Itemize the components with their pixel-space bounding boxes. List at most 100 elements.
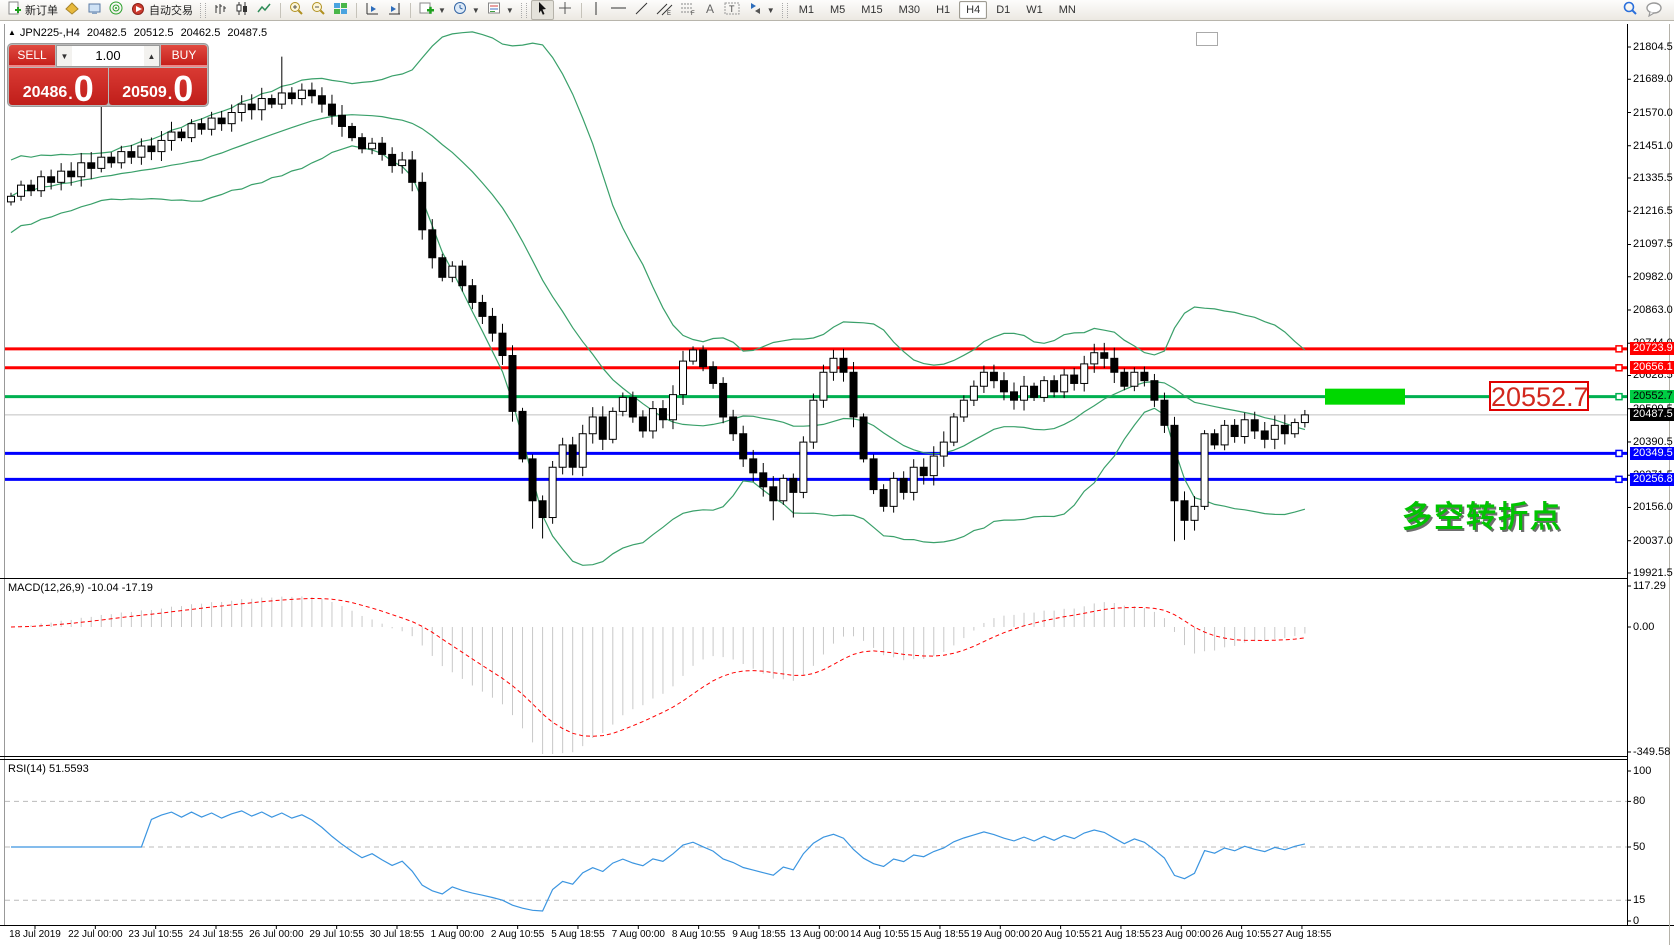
- time-axis-label[interactable]: 9 Aug 18:55: [732, 929, 786, 940]
- horizontal-line-button[interactable]: [607, 1, 630, 19]
- auto-scroll-button[interactable]: [384, 1, 405, 19]
- text-button[interactable]: A: [701, 1, 720, 19]
- line-handle[interactable]: [1615, 392, 1623, 401]
- timeframe-MN[interactable]: MN: [1058, 4, 1076, 16]
- text-label-button[interactable]: T: [721, 1, 744, 19]
- ohlc-open: 20482.5: [86, 27, 127, 39]
- sell-price[interactable]: 20486. 0: [9, 68, 108, 107]
- candlestick-chart-button[interactable]: [232, 1, 253, 19]
- periods-button[interactable]: ▼: [450, 1, 483, 19]
- sell-button[interactable]: SELL: [9, 45, 55, 67]
- time-axis-label[interactable]: 1 Aug 00:00: [430, 929, 484, 940]
- timeframe-W1[interactable]: W1: [1026, 4, 1043, 16]
- candle-body: [1100, 352, 1109, 359]
- add-indicator-button[interactable]: ▼: [416, 1, 449, 19]
- candle-body: [749, 458, 758, 474]
- price-tick: 21097.5: [1633, 238, 1673, 251]
- time-axis-label[interactable]: 14 Aug 10:55: [850, 929, 910, 940]
- profile-button[interactable]: [84, 1, 105, 19]
- turning-point-annotation[interactable]: 多空转折点: [1402, 501, 1562, 534]
- candle-body: [1180, 500, 1189, 521]
- highlight-rectangle[interactable]: [1325, 388, 1405, 405]
- crosshair-button[interactable]: [555, 1, 576, 19]
- zoom-in-button[interactable]: [286, 1, 307, 19]
- time-axis-label[interactable]: 18 Jul 2019: [9, 929, 61, 940]
- volume-decrease-button[interactable]: ▼: [57, 46, 72, 66]
- symbol-info-bar: ▲ JPN225-,H4 20482.5 20512.5 20462.5 2048…: [8, 27, 271, 39]
- templates-button[interactable]: ▼: [484, 1, 517, 19]
- time-axis-label[interactable]: 24 Jul 18:55: [188, 929, 244, 940]
- candle-body: [237, 103, 246, 114]
- toolbar-separator: [410, 2, 411, 18]
- volume-increase-button[interactable]: ▲: [144, 46, 159, 66]
- time-axis-label[interactable]: 23 Aug 00:00: [1151, 929, 1211, 940]
- candle-body: [1270, 424, 1279, 440]
- candle-body: [317, 95, 326, 105]
- candle-body: [37, 176, 46, 192]
- cursor-button[interactable]: [530, 0, 554, 20]
- line-handle[interactable]: [1615, 449, 1623, 458]
- timeframe-D1[interactable]: D1: [996, 4, 1011, 16]
- line-handle[interactable]: [1615, 364, 1623, 372]
- price-tick: 21570.0: [1633, 106, 1673, 119]
- time-axis-label[interactable]: 2 Aug 10:55: [490, 929, 545, 940]
- time-axis-label[interactable]: 26 Jul 00:00: [249, 929, 304, 940]
- line-chart-button[interactable]: [254, 1, 275, 19]
- volume-input[interactable]: 1.00: [72, 46, 144, 66]
- time-axis-label[interactable]: 21 Aug 18:55: [1091, 929, 1151, 940]
- timeframe-M15[interactable]: M15: [861, 4, 883, 16]
- time-axis-label[interactable]: 7 Aug 00:00: [611, 929, 665, 940]
- new-order-button[interactable]: 新订单: [4, 1, 61, 19]
- candle-body: [618, 396, 627, 412]
- arrows-button[interactable]: ▼: [745, 1, 778, 19]
- timeframe-H1[interactable]: H1: [936, 4, 951, 16]
- candle-body: [1010, 391, 1018, 401]
- timeframe-M30[interactable]: M30: [898, 4, 921, 16]
- vertical-line-button[interactable]: [587, 1, 606, 19]
- time-axis-label[interactable]: 15 Aug 18:55: [910, 929, 970, 940]
- buy-price[interactable]: 20509. 0: [108, 68, 207, 107]
- fibonacci-button[interactable]: F: [677, 1, 700, 19]
- search-button[interactable]: [1619, 1, 1641, 19]
- chart-shift-button[interactable]: [362, 1, 383, 19]
- time-axis-label[interactable]: 5 Aug 18:55: [551, 929, 605, 940]
- toolbar: 新订单 自动交易: [0, 0, 1674, 21]
- timeframe-M5[interactable]: M5: [829, 4, 846, 16]
- line-handle[interactable]: [1615, 475, 1623, 484]
- candlestick-chart-icon: [235, 1, 250, 19]
- bar-chart-button[interactable]: [210, 1, 231, 19]
- line-handle[interactable]: [1615, 345, 1623, 353]
- time-axis-label[interactable]: 20 Aug 10:55: [1031, 929, 1091, 940]
- time-axis-label[interactable]: 26 Aug 10:55: [1212, 929, 1272, 940]
- time-axis-label[interactable]: 22 Jul 00:00: [68, 929, 123, 940]
- chat-button[interactable]: [1642, 1, 1666, 19]
- new-order-icon: [7, 1, 22, 19]
- candle-body: [709, 366, 718, 384]
- time-axis-label[interactable]: 19 Aug 00:00: [970, 929, 1030, 940]
- buy-button[interactable]: BUY: [161, 45, 207, 67]
- time-axis-label[interactable]: 30 Jul 18:55: [369, 929, 425, 940]
- price-callout-label[interactable]: 20552.7: [1489, 381, 1589, 412]
- trendline-button[interactable]: [631, 1, 652, 19]
- tile-windows-button[interactable]: [330, 1, 351, 19]
- auto-trading-button[interactable]: 自动交易: [128, 1, 196, 19]
- price-line-label: 20656.1: [1630, 361, 1674, 375]
- time-axis-label[interactable]: 27 Aug 18:55: [1272, 929, 1332, 940]
- equidistant-channel-button[interactable]: E: [653, 1, 676, 19]
- time-axis-label[interactable]: 29 Jul 10:55: [309, 929, 364, 940]
- candle-body: [1210, 433, 1219, 446]
- indicators-button[interactable]: [62, 1, 83, 19]
- rsi-tick: 100: [1633, 765, 1652, 777]
- add-indicator-icon: [419, 1, 434, 19]
- time-axis-label[interactable]: 13 Aug 00:00: [789, 929, 849, 940]
- market-watch-button[interactable]: [106, 1, 127, 19]
- time-axis-label[interactable]: 8 Aug 10:55: [671, 929, 726, 940]
- chart-shift-marker[interactable]: [1196, 32, 1218, 46]
- timeframe-H4[interactable]: H4: [959, 1, 988, 19]
- zoom-out-button[interactable]: [308, 1, 329, 19]
- timeframe-M1[interactable]: M1: [798, 4, 814, 16]
- price-tick: 19921.5: [1633, 566, 1673, 579]
- time-axis-label[interactable]: 23 Jul 10:55: [128, 929, 183, 940]
- candle-body: [207, 117, 216, 130]
